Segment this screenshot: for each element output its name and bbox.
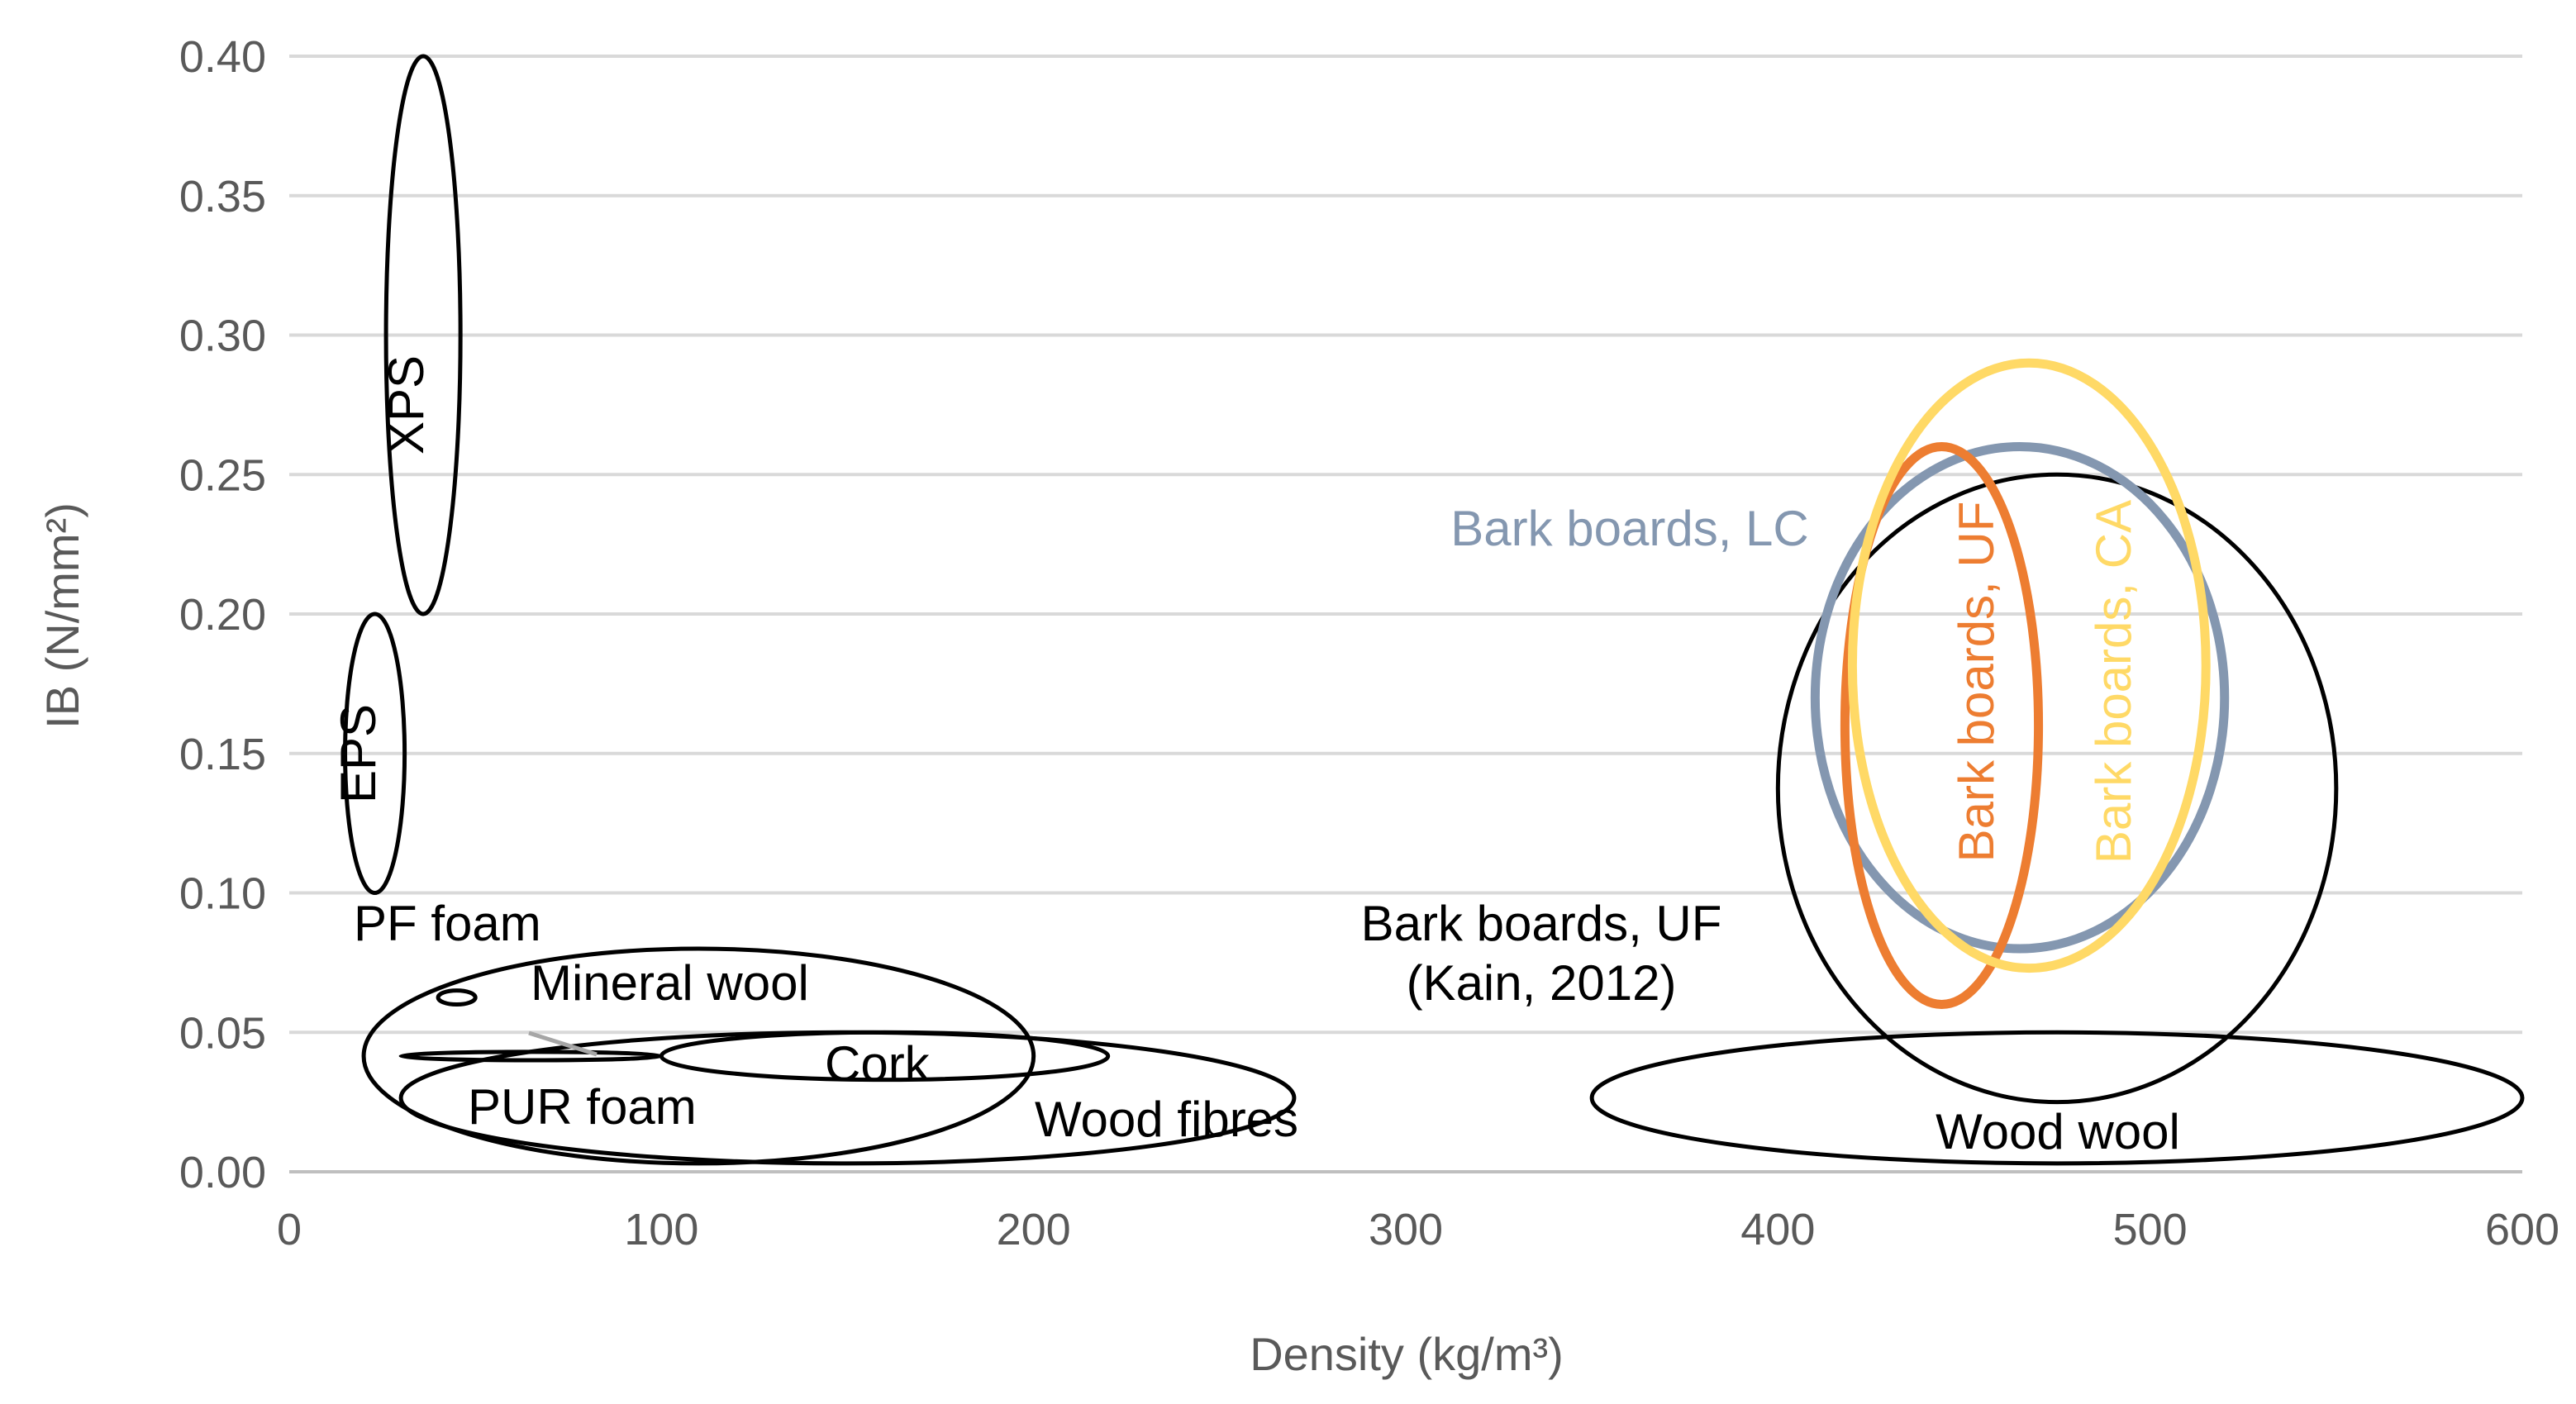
ellipse-bark-boards-uf <box>1840 442 2044 1009</box>
ellipse-eps <box>343 612 407 895</box>
label-xps: XPS <box>379 355 434 455</box>
y-axis-title: IB (N/mm²) <box>36 502 88 729</box>
label-bark-boards-uf: Bark boards, UF <box>1949 502 2004 863</box>
label-bark-boards-ca: Bark boards, CA <box>2086 500 2141 864</box>
label-eps: EPS <box>331 704 386 803</box>
y-tick-label: 0.25 <box>179 450 266 500</box>
y-tick-label: 0.10 <box>179 869 266 919</box>
ellipse-pf-foam <box>436 988 478 1007</box>
label-mineral-wool: Mineral wool <box>531 955 809 1011</box>
y-tick-label: 0.00 <box>179 1148 266 1197</box>
x-tick-label: 200 <box>997 1205 1071 1254</box>
ellipse-bark-boards-uf-kain-2012 <box>1775 472 2339 1105</box>
label-pf-foam: PF foam <box>354 896 541 951</box>
label-wood-fibres: Wood fibres <box>1035 1092 1298 1147</box>
label-wood-wool: Wood wool <box>1936 1104 2180 1159</box>
y-tick-label: 0.35 <box>179 172 266 221</box>
label-cork: Cork <box>825 1036 931 1092</box>
y-tick-label: 0.30 <box>179 312 266 361</box>
ellipse-wood-fibres <box>398 1030 1297 1166</box>
ellipse-bark-boards-lc <box>1810 442 2230 954</box>
x-tick-label: 0 <box>277 1205 302 1254</box>
x-tick-label: 300 <box>1369 1205 1443 1254</box>
y-tick-label: 0.40 <box>179 32 266 82</box>
mineral-wool-leader-line <box>528 1030 598 1057</box>
label-bark-boards-lc: Bark boards, LC <box>1450 501 1809 556</box>
ellipse-wood-wool <box>1589 1030 2525 1166</box>
ellipse-xps <box>383 54 463 616</box>
label-line: (Kain, 2012) <box>1407 955 1677 1011</box>
label-bark-boards-uf-kain-2012: Bark boards, UF (Kain, 2012) <box>1361 896 1722 1011</box>
gridlines <box>289 55 2522 1173</box>
y-tick-label: 0.15 <box>179 730 266 779</box>
y-tick-labels: 0.00 0.05 0.10 0.15 0.20 0.25 0.30 0.35 0.40 <box>179 32 266 1197</box>
x-tick-label: 600 <box>2485 1205 2559 1254</box>
x-axis-title: Density (kg/m³) <box>1250 1328 1564 1380</box>
x-tick-label: 100 <box>624 1205 698 1254</box>
ellipse-bark-boards-ca <box>1847 358 2211 973</box>
label-line: Bark boards, UF <box>1361 896 1722 951</box>
y-tick-label: 0.05 <box>179 1008 266 1058</box>
ellipse-mineral-wool <box>361 946 1036 1166</box>
label-pur-foam: PUR foam <box>468 1079 697 1135</box>
x-tick-label: 500 <box>2113 1205 2188 1254</box>
x-tick-labels: 0 100 200 300 400 500 600 <box>277 1205 2559 1254</box>
y-tick-label: 0.20 <box>179 590 266 640</box>
series-ellipses <box>343 54 2525 1166</box>
x-tick-label: 400 <box>1740 1205 1815 1254</box>
